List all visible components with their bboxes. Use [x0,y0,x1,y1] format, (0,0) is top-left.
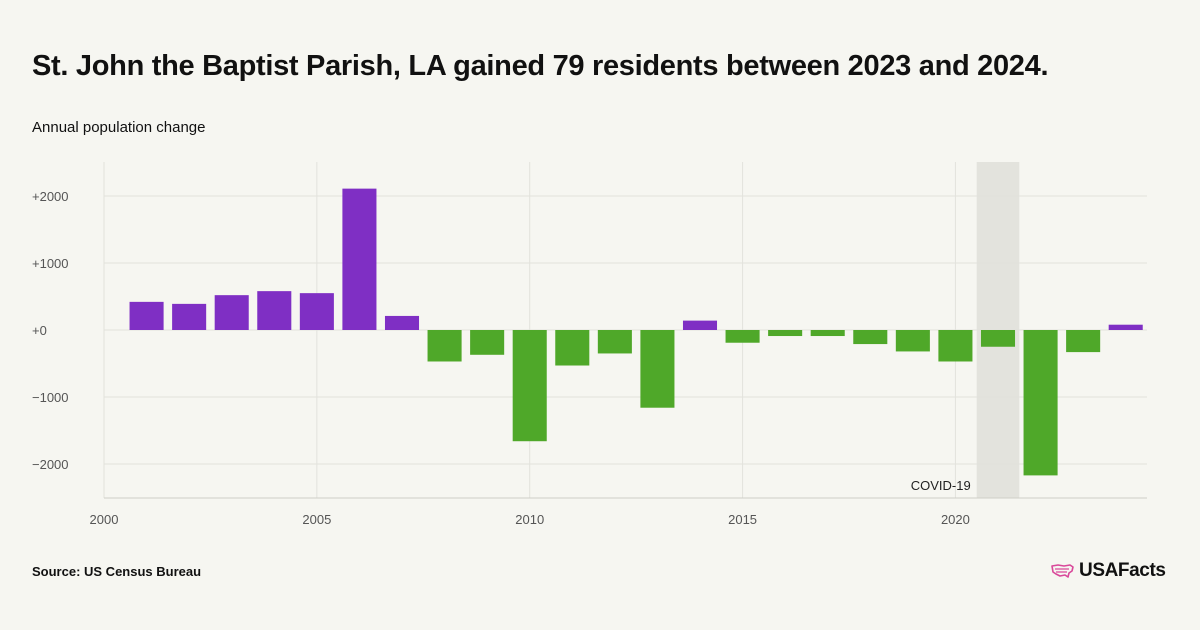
brand-name: USAFacts [1079,560,1166,581]
bar-2002 [172,303,207,330]
bar-2012 [597,330,632,354]
x-tick-label: 2015 [728,512,757,527]
bar-2019 [895,330,930,352]
y-tick-label: +0 [32,323,47,338]
bar-2009 [470,330,505,355]
bar-2003 [214,295,249,330]
bar-2013 [640,330,675,408]
y-tick-label: −1000 [32,390,69,405]
x-tick-label: 2010 [515,512,544,527]
y-tick-label: −2000 [32,457,69,472]
y-tick-label: +2000 [32,189,69,204]
bar-2010 [512,330,547,442]
x-tick-label: 2000 [90,512,119,527]
chart-title: St. John the Baptist Parish, LA gained 7… [32,50,1049,82]
chart-subtitle: Annual population change [32,119,206,136]
covid-annotation: COVID-19 [911,478,971,493]
bar-2005 [299,293,334,330]
bar-2004 [257,291,292,330]
bar-2023 [1066,330,1101,353]
bar-2006 [342,188,377,330]
bar-2016 [768,330,803,337]
bar-2024 [1108,324,1143,330]
us-map-icon [1051,564,1074,578]
bar-2014 [682,320,718,330]
bar-2008 [427,330,462,362]
bar-2017 [810,330,845,337]
x-tick-label: 2020 [941,512,970,527]
bar-2021 [980,330,1016,347]
bar-2022 [1023,330,1058,476]
bar-2020 [938,330,973,362]
bar-2015 [725,330,760,343]
brand-logo: USAFacts [1050,560,1166,582]
bar-2001 [129,301,164,330]
bar-2018 [853,330,888,345]
y-tick-label: +1000 [32,256,69,271]
source-note: Source: US Census Bureau [32,564,202,579]
bar-2007 [384,315,420,330]
x-tick-label: 2005 [302,512,331,527]
bar-2011 [555,330,590,366]
